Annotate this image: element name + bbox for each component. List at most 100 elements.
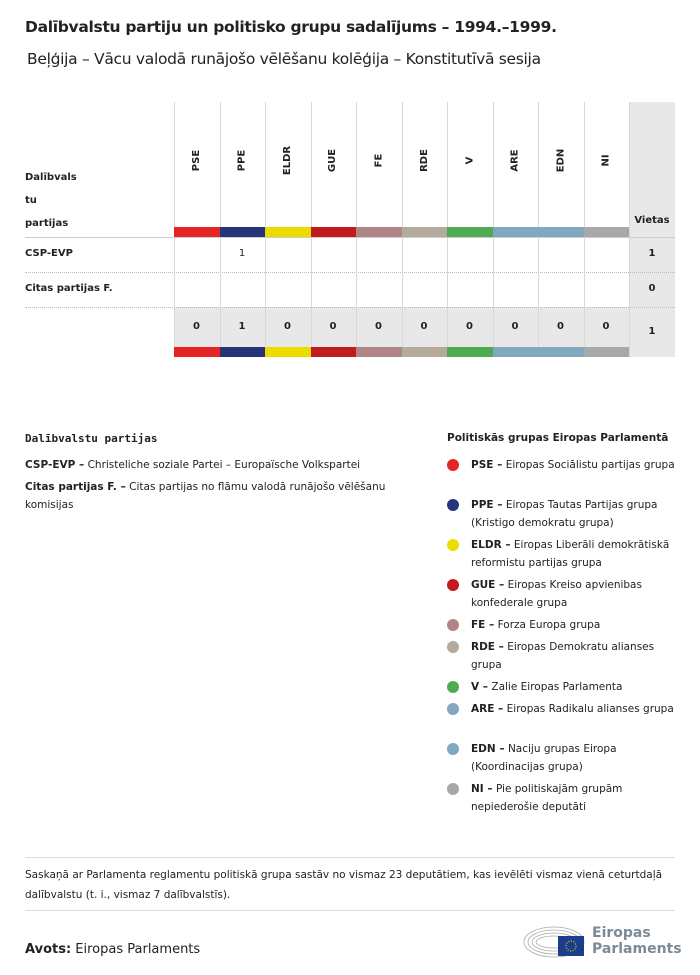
group-name: Eiropas Liberāli demokrātiskā reformistu… — [471, 539, 670, 569]
group-color-bar — [538, 347, 584, 357]
party-abbr: Citas partijas F. – — [25, 481, 126, 493]
group-color-dot-icon — [447, 539, 459, 551]
row-seats: 0 — [648, 283, 656, 294]
page-title: Dalībvalstu partiju un politisko grupu s… — [25, 18, 557, 36]
total-cell: 0 — [329, 321, 337, 332]
group-code: EDN — [554, 148, 566, 172]
group-color-bar — [219, 227, 265, 237]
ep-logo: Eiropas Parlaments — [522, 920, 682, 960]
group-abbr: RDE – — [471, 641, 504, 653]
total-cell: 0 — [284, 321, 291, 332]
group-color-dot-icon — [447, 459, 459, 471]
total-cell: 0 — [557, 321, 564, 332]
group-abbr: V – — [471, 681, 489, 693]
group-color-bar — [174, 347, 220, 357]
row-header: Dalībvals tu partijas — [25, 166, 77, 235]
group-color-bar — [583, 227, 629, 237]
group-abbr: GUE – — [471, 579, 505, 591]
group-legend-item: PSE – Eiropas Sociālistu partijas grupa — [447, 456, 682, 474]
parties-legend-title: Dalībvalstu partijas — [25, 432, 158, 445]
group-color-bar — [265, 227, 311, 237]
group-legend-item: EDN – Naciju grupas Eiropa (Koordinacija… — [447, 740, 682, 776]
group-color-bar — [219, 347, 265, 357]
group-color-dot-icon — [447, 681, 459, 693]
group-name: Eiropas Demokratu alianses grupa — [471, 641, 655, 671]
row-header-line: Dalībvals — [25, 172, 77, 183]
group-abbr: EDN – — [471, 743, 505, 755]
footnote: Saskaņā ar Parlamenta reglamentu politis… — [25, 869, 663, 901]
divider — [25, 857, 675, 858]
group-code: NI — [600, 153, 612, 167]
header-divider — [25, 237, 675, 238]
column-divider — [629, 102, 630, 357]
group-legend-item: V – Zalie Eiropas Parlamenta — [447, 678, 682, 696]
group-name: Naciju grupas Eiropa (Koordinacijas grup… — [471, 743, 617, 773]
group-color-dot-icon — [447, 619, 459, 631]
group-name: Eiropas Kreiso apvienibas konfederale gr… — [471, 579, 642, 609]
party-name: Citas partijas no flāmu valodā runājošo … — [25, 481, 386, 511]
group-name: Eiropas Tautas Partijas grupa (Kristigo … — [471, 499, 658, 529]
group-color-bar — [310, 347, 356, 357]
logo-text: Eiropas — [592, 925, 651, 941]
row-divider — [25, 272, 675, 273]
group-header: GUE — [311, 130, 356, 190]
group-color-bar — [356, 227, 402, 237]
group-legend-item: ELDR – Eiropas Liberāli demokrātiskā ref… — [447, 536, 682, 572]
group-name: Forza Europa grupa — [497, 619, 601, 631]
group-color-dot-icon — [447, 783, 459, 795]
group-name: Eiropas Sociālistu partijas grupa — [505, 459, 675, 471]
group-color-bar — [265, 347, 311, 357]
group-header: NI — [584, 130, 629, 190]
divider — [25, 910, 675, 911]
group-color-bar — [447, 227, 493, 237]
group-color-bar — [583, 347, 629, 357]
total-cell: 0 — [602, 321, 610, 332]
group-legend-item: GUE – Eiropas Kreiso apvienibas konfeder… — [447, 576, 682, 612]
group-color-bar — [401, 347, 447, 357]
group-code: RDE — [418, 148, 430, 172]
group-color-bar — [174, 227, 220, 237]
groups-legend-title: Politiskās grupas Eiropas Parlamentā — [447, 432, 669, 444]
group-header: EDN — [538, 130, 583, 190]
group-color-dot-icon — [447, 703, 459, 715]
group-abbr: ARE – — [471, 703, 504, 715]
group-code: V — [464, 156, 475, 164]
group-abbr: FE – — [471, 619, 495, 631]
party-description: Citas partijas F. – Citas partijas no fl… — [25, 478, 405, 514]
total-cell: 0 — [375, 321, 382, 332]
group-code: PSE — [191, 149, 202, 171]
group-header: PSE — [174, 130, 219, 190]
group-color-bar — [356, 347, 402, 357]
source-label: Avots: — [25, 942, 72, 957]
total-cell: 0 — [511, 321, 519, 332]
group-abbr: PPE – — [471, 499, 503, 511]
group-legend-item: FE – Forza Europa grupa — [447, 616, 682, 634]
group-color-bar — [538, 227, 584, 237]
row-header-line: tu — [25, 195, 37, 206]
group-abbr: ELDR – — [471, 539, 511, 551]
party-abbr: CSP-EVP – — [25, 459, 85, 471]
group-header: RDE — [402, 130, 447, 190]
total-cell: 1 — [238, 321, 246, 332]
row-seats: 1 — [648, 248, 656, 259]
group-code: GUE — [327, 148, 339, 172]
total-cell: 0 — [420, 321, 428, 332]
group-color-bar — [401, 227, 447, 237]
group-header: PPE — [220, 130, 265, 190]
row-label: Citas partijas F. — [25, 283, 113, 294]
party-description: CSP-EVP – Christeliche soziale Partei – … — [25, 456, 405, 474]
source: Avots: Eiropas Parlaments — [25, 942, 200, 957]
total-cell: 0 — [193, 321, 200, 332]
group-name: Eiropas Radikalu alianses grupa — [506, 703, 674, 715]
total-seats: 1 — [648, 326, 656, 337]
group-header: FE — [356, 130, 401, 190]
group-legend-item: ARE – Eiropas Radikalu alianses grupa — [447, 700, 682, 718]
group-color-bar — [310, 227, 356, 237]
group-code: ELDR — [282, 145, 293, 175]
group-color-bar — [447, 347, 493, 357]
page-subtitle: Beļģija – Vācu valodā runājošo vēlēšanu … — [27, 50, 541, 68]
group-color-dot-icon — [447, 743, 459, 755]
group-color-dot-icon — [447, 641, 459, 653]
group-color-bar — [492, 347, 538, 357]
group-header: ELDR — [265, 130, 310, 190]
